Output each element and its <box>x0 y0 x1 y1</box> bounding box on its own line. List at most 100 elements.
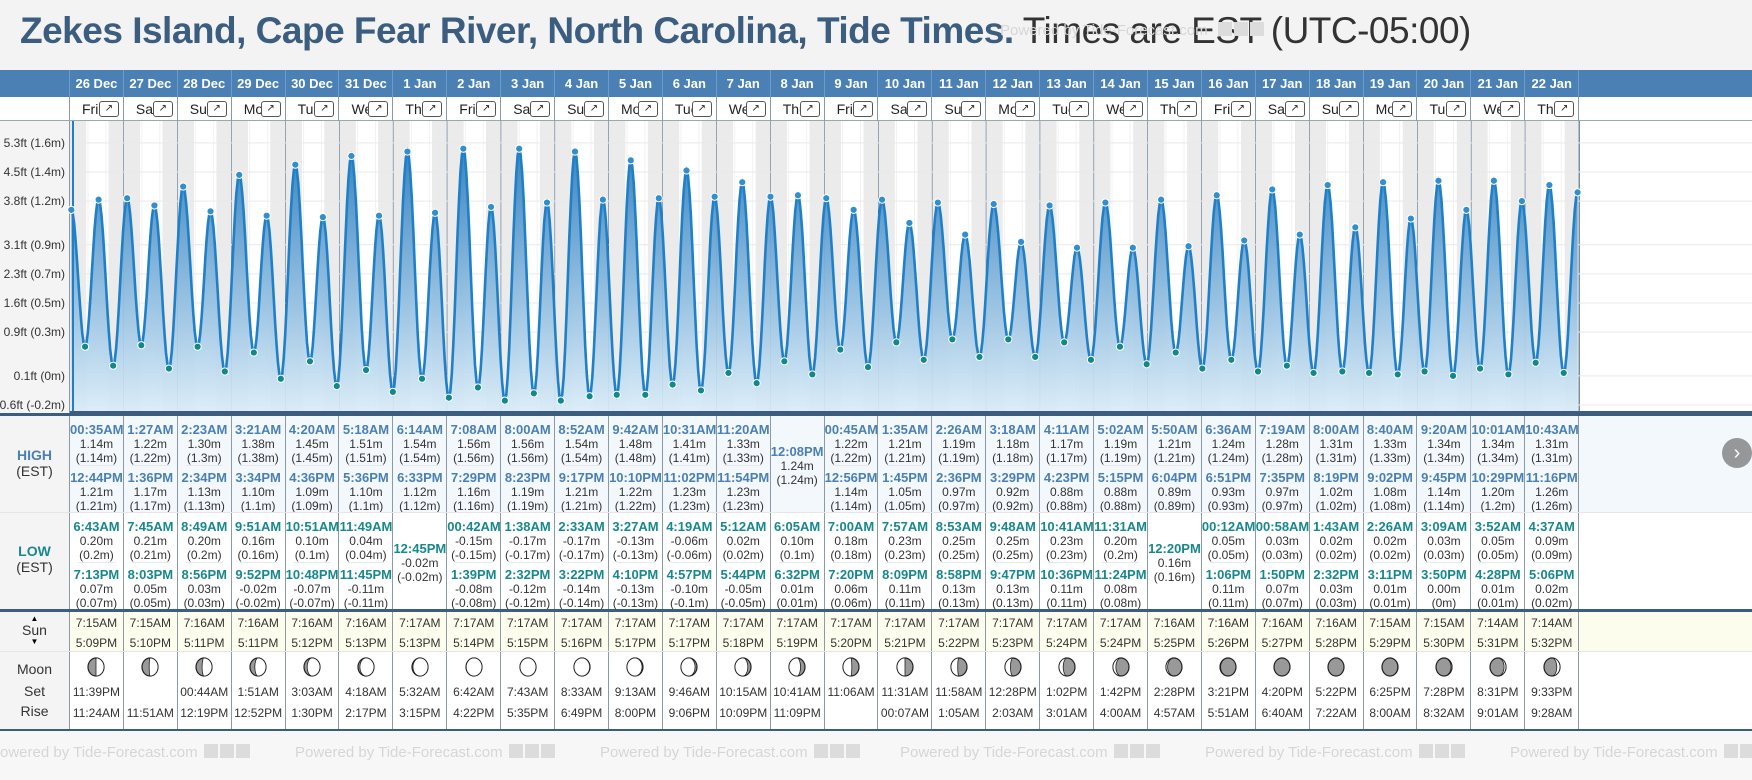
low-tide-entry: 2:32PM 0.03m (0.03m) <box>1310 567 1363 610</box>
moonrise-label: Rise <box>20 703 49 719</box>
expand-day-button[interactable]: ↗ <box>1122 101 1143 117</box>
watermark-text: Powered by Tide-Forecast.com <box>900 744 1108 761</box>
high-tide-entry: 8:19PM 1.02m (1.02m) <box>1310 470 1363 513</box>
expand-day-button[interactable]: ↗ <box>691 101 712 117</box>
high-tide-cell: 7:08AM 1.56m (1.56m) 7:29PM 1.16m (1.16m) <box>447 416 502 513</box>
low-tide-height-metric: (0.23m) <box>1045 548 1088 562</box>
high-tide-point <box>1016 237 1026 246</box>
high-tide-point <box>235 170 244 179</box>
high-tide-cell: 5:50AM 1.21m (1.21m) 6:04PM 0.89m (0.89m) <box>1148 416 1202 513</box>
moonset-time: 4:18AM <box>345 685 387 699</box>
low-tide-height: 0.23m <box>1049 534 1084 548</box>
low-tide-height-metric: (0.03m) <box>183 596 225 610</box>
high-tide-time: 10:01AM <box>1471 422 1525 437</box>
expand-day-button[interactable]: ↗ <box>961 101 982 117</box>
low-tide-entry: 11:31AM 0.20m (0.2m) <box>1094 519 1147 562</box>
expand-day-button[interactable]: ↗ <box>1176 101 1197 117</box>
expand-day-button[interactable]: ↗ <box>745 101 766 117</box>
low-tide-point <box>1253 367 1263 376</box>
high-tide-time: 12:56PM <box>824 470 878 485</box>
entry-divider <box>778 562 816 563</box>
expand-day-button[interactable]: ↗ <box>368 101 389 117</box>
low-tide-point <box>1338 367 1347 376</box>
low-tide-height: 0.01m <box>1481 582 1515 596</box>
high-tide-height: 1.45m <box>295 437 329 451</box>
low-tide-height: 0.03m <box>1319 582 1353 596</box>
expand-day-button[interactable]: ↗ <box>637 101 658 117</box>
high-tide-entry: 6:51PM 0.93m (0.93m) <box>1202 470 1255 513</box>
high-tide-point <box>291 160 300 169</box>
expand-day-button[interactable]: ↗ <box>1554 101 1575 117</box>
expand-day-button[interactable]: ↗ <box>1338 101 1359 117</box>
high-tide-entry: 00:35AM 1.14m (1.14m) <box>70 422 123 465</box>
expand-day-button[interactable]: ↗ <box>907 101 928 117</box>
entry-divider <box>1156 465 1193 466</box>
low-tide-time: 3:52AM <box>1474 519 1521 534</box>
moon-cell: 7:28PM 8:32AM <box>1418 652 1472 729</box>
moonset-time: 10:41AM <box>773 685 822 699</box>
expand-day-button[interactable]: ↗ <box>260 101 281 117</box>
weekday-label: Fri <box>836 101 853 117</box>
high-tide-entry: 3:34PM 1.10m (1.1m) <box>232 470 285 513</box>
low-tide-point <box>696 386 706 395</box>
entry-divider <box>131 562 169 563</box>
expand-day-button[interactable]: ↗ <box>853 101 874 117</box>
expand-day-button[interactable]: ↗ <box>799 101 820 117</box>
moon-phase-icon <box>141 657 159 677</box>
high-tide-entry: 7:08AM 1.56m (1.56m) <box>447 422 500 465</box>
expand-day-button[interactable]: ↗ <box>1392 101 1413 117</box>
entry-divider <box>724 562 762 563</box>
low-tide-height-metric: (-0.1m) <box>670 596 709 610</box>
entry-divider <box>1317 562 1355 563</box>
low-tide-time: 10:51AM <box>285 519 340 534</box>
entry-divider <box>940 562 978 563</box>
low-tide-point <box>1559 368 1568 378</box>
expand-day-button[interactable]: ↗ <box>1015 101 1036 117</box>
sunrise-time: 7:17AM <box>830 616 872 630</box>
expand-icon: ↗ <box>1128 103 1138 114</box>
watermark-text: Powered by Tide-Forecast.com <box>0 744 198 761</box>
high-tide-point <box>1101 198 1110 207</box>
expand-day-button[interactable]: ↗ <box>583 101 604 117</box>
low-tide-entry: 9:52PM -0.02m (-0.02m) <box>232 567 285 610</box>
next-arrow-button[interactable]: › <box>1722 438 1752 468</box>
low-tide-height: -0.11m <box>347 582 385 596</box>
expand-day-button[interactable]: ↗ <box>530 101 551 117</box>
expand-day-button[interactable]: ↗ <box>1069 101 1090 117</box>
high-tide-cell: 9:42AM 1.48m (1.48m) 10:10PM 1.22m (1.22m) <box>609 416 663 513</box>
high-tide-entry: 7:19AM 1.28m (1.28m) <box>1256 422 1309 465</box>
entry-divider <box>185 562 223 563</box>
low-tide-height-metric: (0.13m) <box>938 596 980 610</box>
expand-day-button[interactable]: ↗ <box>422 101 443 117</box>
expand-day-button[interactable]: ↗ <box>98 101 119 117</box>
date-header: 6 Jan <box>663 70 717 97</box>
expand-day-button[interactable]: ↗ <box>314 101 335 117</box>
moon-phase-icon <box>249 657 267 677</box>
moonrise-time: 4:00AM <box>1099 706 1142 720</box>
low-tide-entry: 1:43AM 0.02m (0.02m) <box>1310 519 1363 562</box>
moon-phase-icon <box>1058 657 1076 677</box>
expand-day-button[interactable]: ↗ <box>476 101 497 117</box>
moon-cell: 9:46AM 9:06PM <box>663 652 717 729</box>
expand-day-button[interactable]: ↗ <box>1284 101 1305 117</box>
expand-icon: ↗ <box>212 103 221 114</box>
expand-day-button[interactable]: ↗ <box>1230 101 1251 117</box>
expand-icon: ↗ <box>428 103 437 114</box>
date-header: 27 Dec <box>124 70 178 97</box>
expand-icon: ↗ <box>320 103 329 114</box>
low-tide-entry: 3:52AM 0.05m (0.05m) <box>1471 519 1524 562</box>
low-tide-time: 1:43AM <box>1313 519 1360 534</box>
expand-day-button[interactable]: ↗ <box>1446 101 1467 117</box>
moon-cell: 11:31AM 00:07AM <box>879 652 933 729</box>
low-tide-entry: 7:20PM 0.06m (0.06m) <box>825 567 878 610</box>
expand-day-button[interactable]: ↗ <box>1500 101 1521 117</box>
low-tide-cell: 10:41AM 0.23m (0.23m) 10:36PM 0.11m (0.11m) <box>1040 513 1095 610</box>
high-tide-cell: 00:45AM 1.22m (1.22m) 12:56PM 1.14m (1.14m) <box>824 416 879 513</box>
high-tide-height-metric: (1.48m) <box>614 451 657 465</box>
expand-day-button[interactable]: ↗ <box>152 101 173 117</box>
high-tide-point <box>1545 180 1554 190</box>
low-tide-point <box>863 363 873 372</box>
expand-day-button[interactable]: ↗ <box>206 101 227 117</box>
low-tide-height: 0.21m <box>133 534 168 548</box>
moon-cell: 1:51AM 12:52PM <box>232 652 286 729</box>
